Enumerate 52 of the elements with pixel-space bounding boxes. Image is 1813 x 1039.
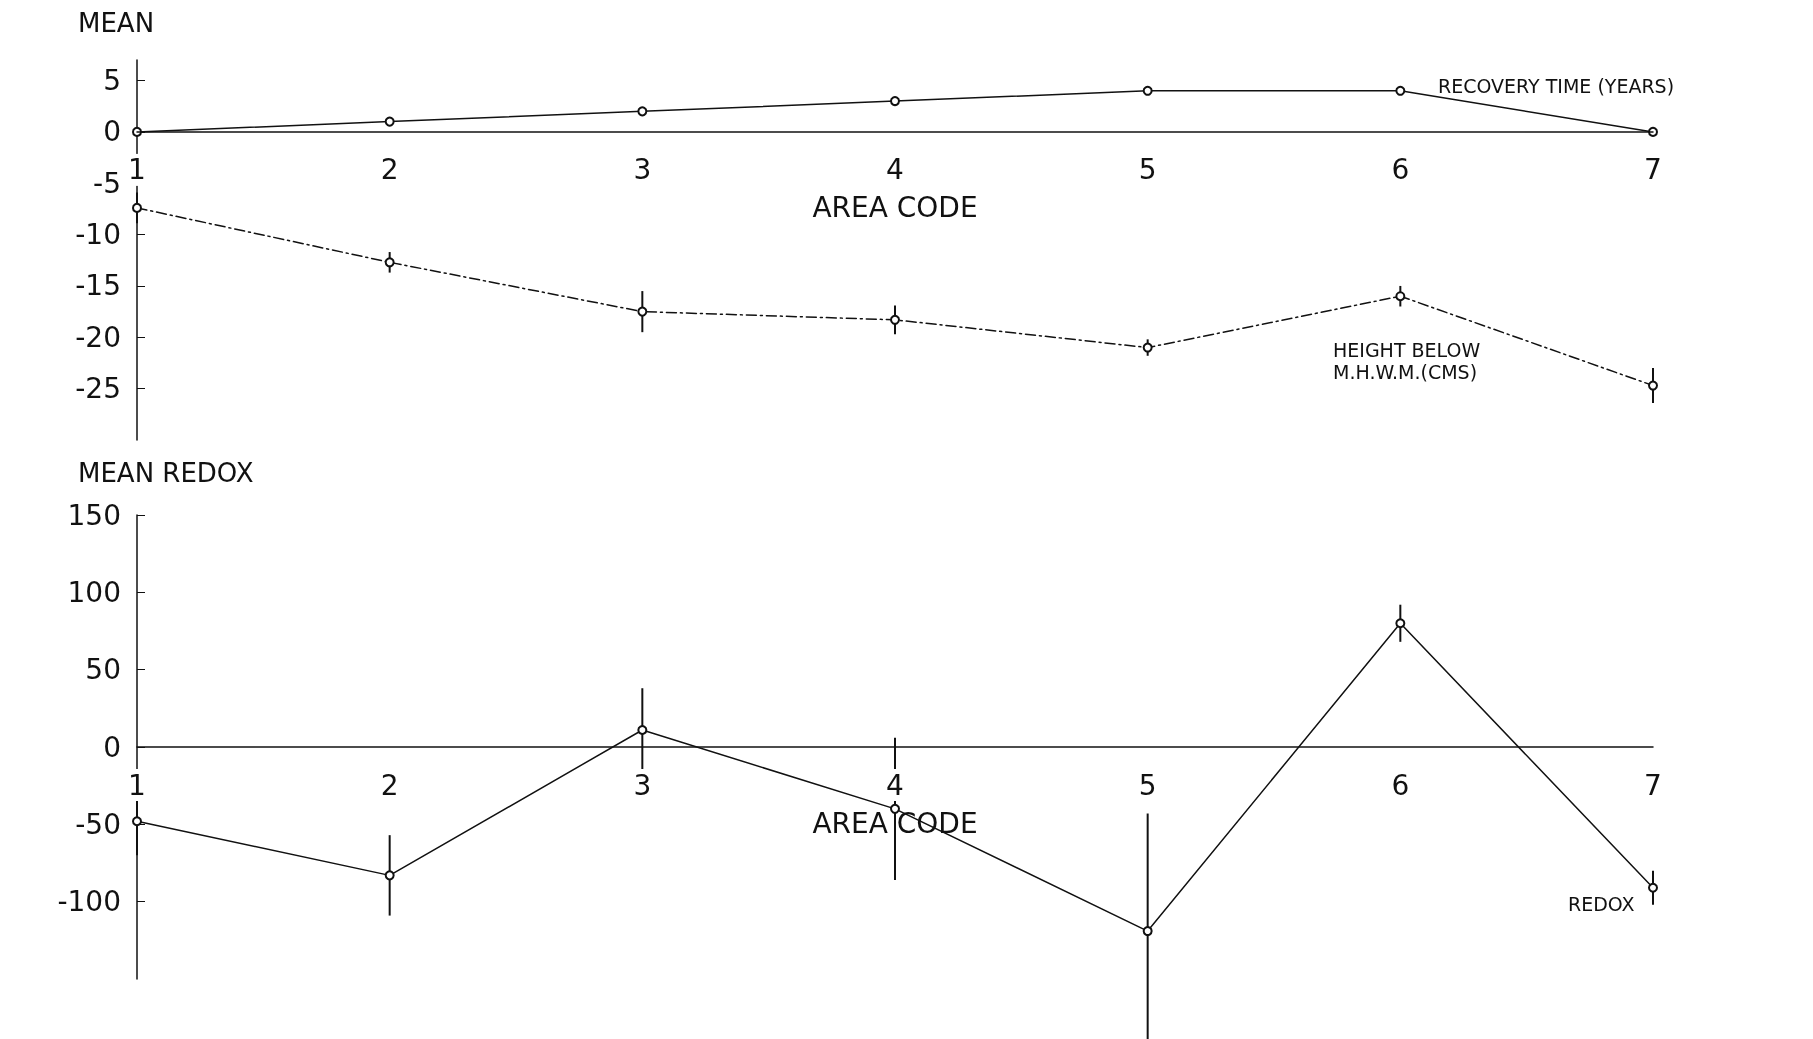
point [1395,85,1406,96]
x-axis-title: AREA CODE [812,191,978,225]
x-tick-label: 6 [1391,768,1410,802]
point [1648,882,1658,893]
point [1142,85,1153,96]
y-tick-label: 0 [103,115,121,149]
point [384,116,395,127]
point [637,306,648,317]
x-tick-label: 4 [886,153,904,187]
point [637,724,648,735]
point [1142,342,1153,353]
series-label: HEIGHT BELOW M.H.W.M.(CMS) [1333,338,1487,383]
series-label: RECOVERY TIME (YEARS) [1438,74,1675,97]
x-tick-label: 1 [128,768,146,802]
y-axis-title: MEAN REDOX [78,458,254,488]
point [1395,291,1406,302]
point [890,314,900,325]
x-tick-label: 4 [886,768,904,802]
y-tick-label: 50 [85,653,121,687]
y-tick-label: -50 [75,807,121,841]
y-tick-label: -5 [93,166,121,200]
x-tick-label: 5 [1138,768,1157,802]
point [637,106,648,117]
x-tick-label: 2 [380,153,399,187]
point [384,257,395,268]
point [132,816,142,827]
y-tick-label: -25 [75,372,121,406]
point [890,96,900,107]
y-tick-label: 100 [67,575,121,609]
point [384,870,395,881]
y-tick-label: -15 [75,269,121,303]
point [1395,618,1406,629]
x-tick-label: 5 [1138,153,1157,187]
series-label: REDOX [1568,892,1635,915]
point [1648,380,1658,391]
x-tick-label: 7 [1644,153,1662,187]
y-tick-label: 0 [103,730,121,764]
x-tick-label: 2 [380,768,399,802]
x-tick-label: 3 [633,768,652,802]
x-tick-label: 7 [1644,768,1662,802]
point [132,202,142,213]
y-tick-label: 150 [67,498,121,532]
y-tick-label: -10 [75,218,121,252]
x-tick-label: 6 [1391,153,1410,187]
y-tick-label: 5 [103,64,121,98]
y-tick-label: -20 [75,320,121,354]
y-tick-label: -100 [57,885,121,919]
x-tick-label: 1 [128,153,146,187]
y-axis-title: MEAN [78,8,155,38]
x-tick-label: 3 [633,153,652,187]
point [1142,926,1153,937]
point [890,803,900,814]
